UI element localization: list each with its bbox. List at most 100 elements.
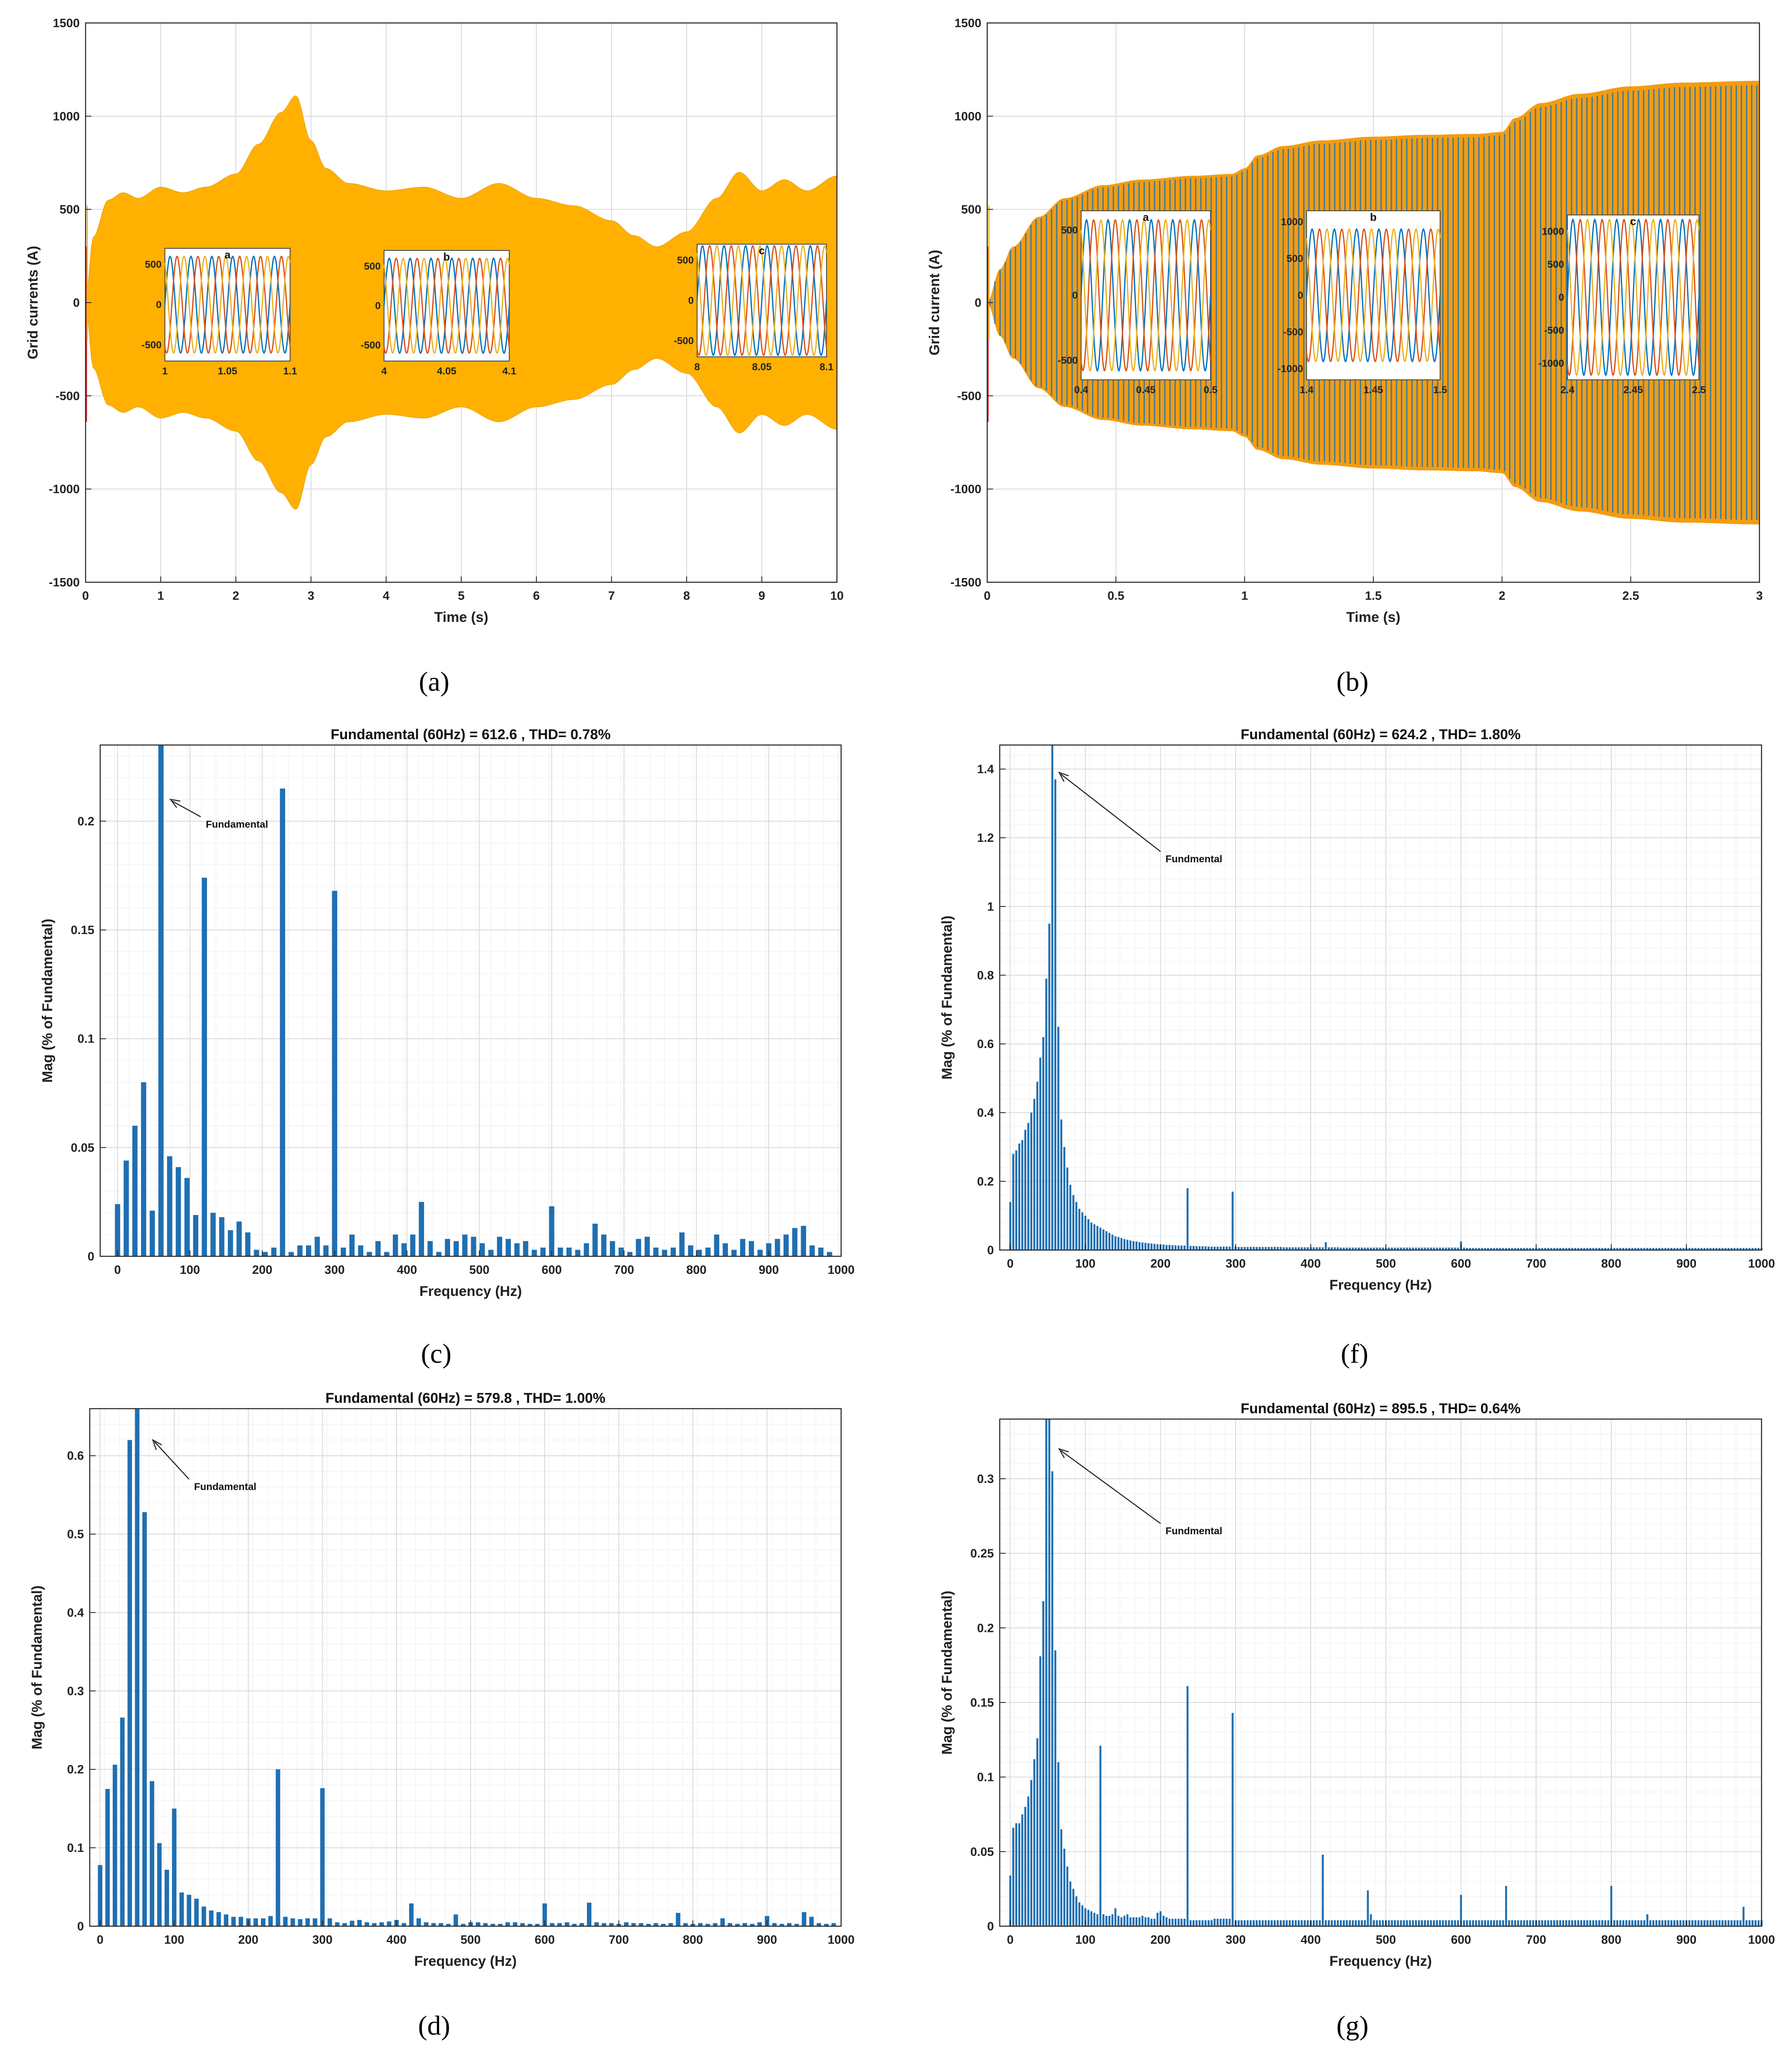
bar — [1340, 1920, 1342, 1926]
inset-title: a — [225, 248, 231, 261]
inset-x-tick-label: 8.05 — [752, 361, 772, 373]
bar — [1496, 1248, 1498, 1250]
bar — [1499, 1920, 1501, 1926]
bar — [535, 1924, 540, 1926]
bar — [1733, 1248, 1736, 1250]
x-axis-label: Frequency (Hz) — [1329, 1953, 1432, 1969]
bar — [1532, 1920, 1534, 1926]
inset-y-tick-label: -500 — [674, 335, 694, 346]
bar — [1051, 1471, 1054, 1926]
bar — [1253, 1920, 1255, 1926]
bar — [350, 1920, 354, 1926]
bar — [1030, 1780, 1032, 1926]
bar — [575, 1250, 581, 1256]
bar — [1256, 1247, 1258, 1250]
bar — [1045, 1419, 1047, 1926]
bar — [1508, 1920, 1510, 1926]
bar — [1514, 1920, 1516, 1926]
annotation-arrow-line — [1060, 1450, 1161, 1524]
bar — [1754, 1248, 1757, 1250]
bar — [1643, 1920, 1645, 1926]
bar — [1069, 1185, 1072, 1250]
bar — [618, 1248, 624, 1256]
bar — [1703, 1248, 1706, 1250]
bar — [1752, 1248, 1754, 1250]
bar — [1466, 1248, 1468, 1250]
bar — [1204, 1246, 1207, 1250]
bar — [1294, 1920, 1297, 1926]
y-tick-label: -500 — [957, 389, 981, 403]
bar — [1246, 1920, 1249, 1926]
bar — [1742, 1907, 1745, 1926]
bar — [1595, 1248, 1597, 1250]
bar — [497, 1237, 503, 1256]
bar — [636, 1239, 641, 1256]
bar — [1505, 1886, 1507, 1926]
x-tick-label: 3 — [308, 589, 314, 603]
bar — [1619, 1920, 1621, 1926]
bar — [1066, 1867, 1069, 1926]
bar — [1087, 1910, 1089, 1926]
bar — [1078, 1209, 1081, 1250]
annotation-arrow-line — [1060, 773, 1161, 852]
bar — [1487, 1248, 1489, 1250]
bar — [172, 1808, 177, 1926]
bar — [1307, 1247, 1309, 1250]
y-tick-label: 1000 — [954, 110, 981, 123]
x-tick-label: 800 — [1601, 1933, 1621, 1947]
bar — [141, 1082, 147, 1256]
bar — [1457, 1248, 1459, 1250]
bar — [1586, 1248, 1588, 1250]
y-axis-label: Mag (% of Fundamental) — [939, 1591, 955, 1755]
bar — [236, 1221, 242, 1256]
bar — [1568, 1248, 1570, 1250]
bar — [375, 1241, 381, 1256]
bar — [1223, 1246, 1225, 1250]
bar — [1499, 1248, 1501, 1250]
bar — [1406, 1920, 1408, 1926]
bar — [1132, 1917, 1135, 1926]
inset-x-tick-label: 0.45 — [1136, 384, 1156, 396]
bar — [179, 1892, 184, 1926]
bar — [1249, 1247, 1252, 1250]
bar — [1649, 1920, 1651, 1926]
bar — [202, 1907, 206, 1926]
bar — [1718, 1920, 1721, 1926]
bar — [1688, 1920, 1691, 1926]
bar — [1150, 1243, 1153, 1250]
bar — [1427, 1248, 1429, 1250]
bar — [1496, 1920, 1498, 1926]
bar — [1012, 1828, 1014, 1926]
chart-panel-a: 0 1 2 3 4 5 6 7 8 9 10-1500-1000-500050010001500Ti… — [25, 17, 844, 697]
y-tick-label: 0.3 — [977, 1473, 994, 1486]
inset-b: 4 4.05 4.1 500 0 -500 b — [361, 250, 516, 377]
phase-b-wave — [1567, 219, 1700, 376]
bar — [1484, 1248, 1486, 1250]
bar — [1343, 1248, 1345, 1250]
bar — [1340, 1248, 1342, 1250]
x-tick-label: 2.5 — [1623, 589, 1639, 603]
bar — [1268, 1920, 1270, 1926]
panel-label: (b) — [1337, 667, 1369, 697]
x-tick-label: 1000 — [1748, 1257, 1775, 1270]
bar — [132, 1126, 138, 1256]
bar — [1391, 1248, 1393, 1250]
bar — [1637, 1248, 1640, 1250]
bar — [1694, 1920, 1696, 1926]
bar — [1451, 1248, 1453, 1250]
bar — [1147, 1243, 1150, 1250]
phase-c-wave — [1567, 219, 1700, 376]
y-tick-label: 0.25 — [971, 1547, 994, 1561]
bar — [1105, 1231, 1107, 1250]
bar — [1652, 1920, 1655, 1926]
bar — [1358, 1920, 1360, 1926]
x-tick-label: 400 — [397, 1263, 417, 1277]
phase-c-wave — [696, 245, 827, 356]
bar — [1550, 1920, 1552, 1926]
bar — [609, 1923, 614, 1926]
bar — [1487, 1920, 1489, 1926]
bar — [1204, 1920, 1207, 1926]
bar — [572, 1924, 577, 1926]
bar — [1574, 1920, 1576, 1926]
bar — [1261, 1920, 1264, 1926]
